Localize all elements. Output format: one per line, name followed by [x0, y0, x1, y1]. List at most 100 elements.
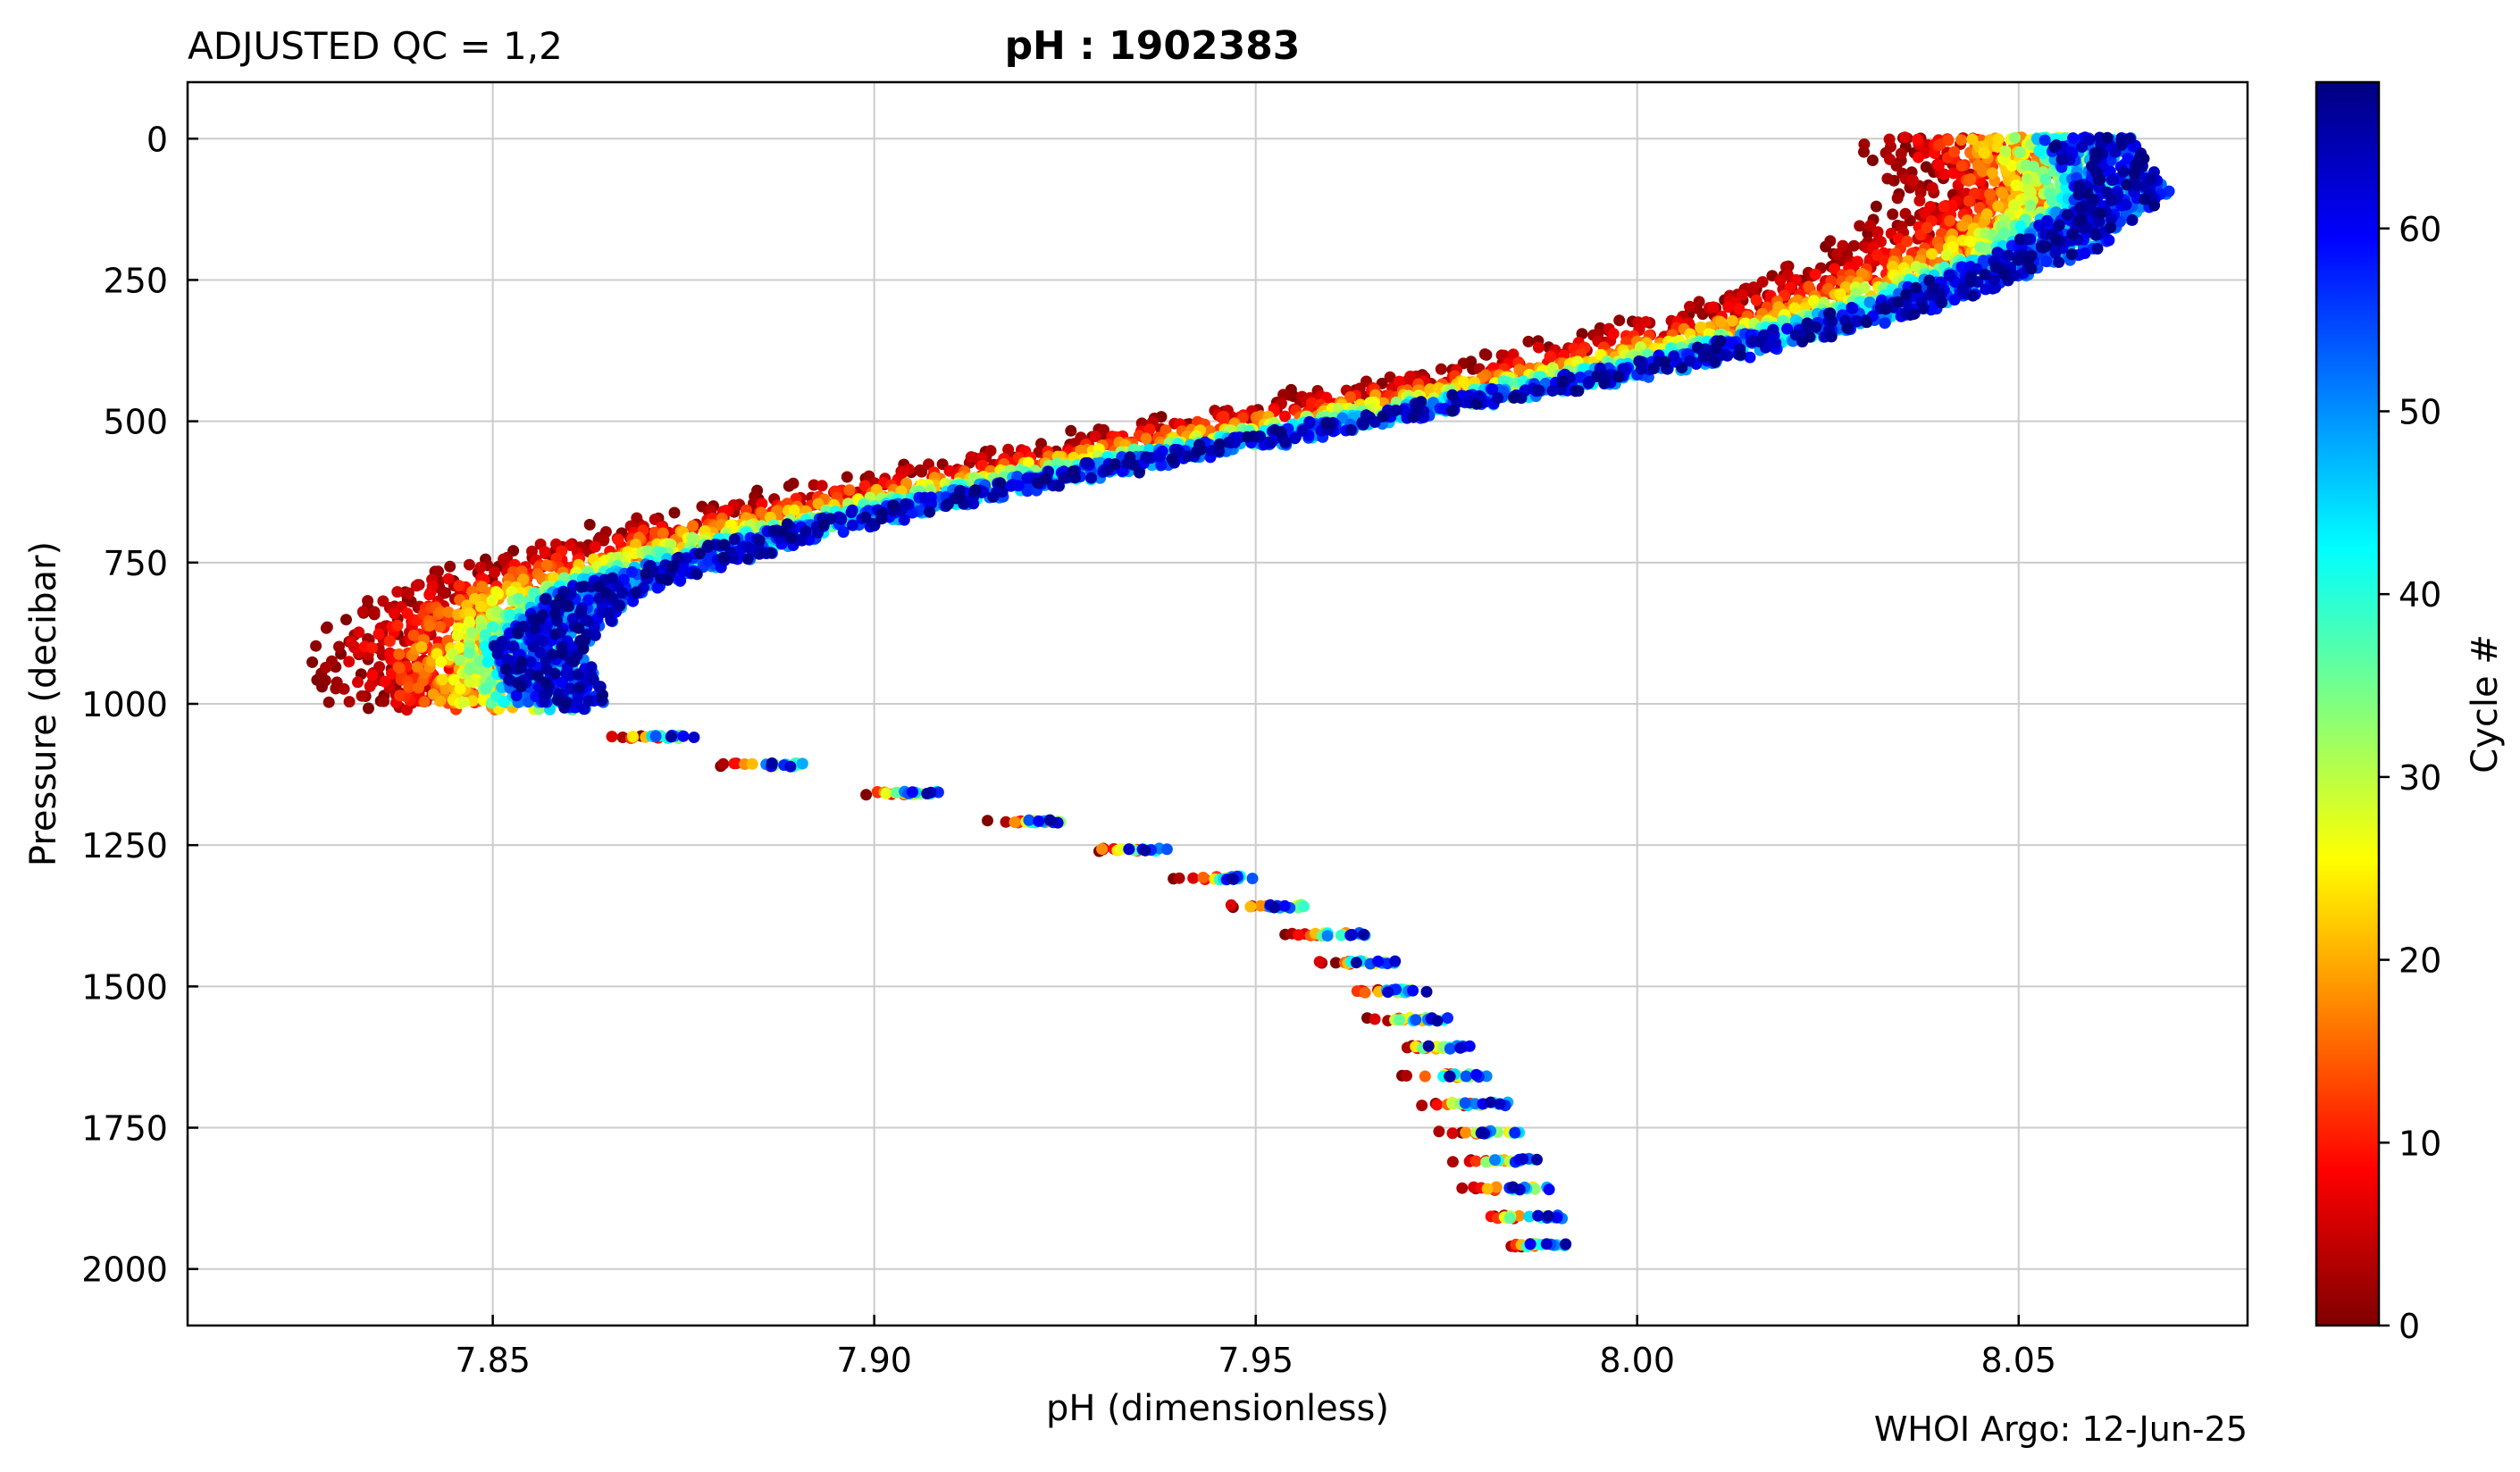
data-point: [843, 484, 856, 497]
data-point: [612, 533, 624, 546]
data-point: [965, 451, 977, 464]
data-point: [2021, 172, 2033, 185]
data-point: [434, 695, 447, 707]
scatter-points: [306, 131, 2175, 1253]
data-point: [407, 629, 420, 641]
data-point: [1545, 350, 1557, 363]
data-point: [1837, 239, 1849, 252]
data-point: [1891, 192, 1904, 205]
data-point: [1996, 187, 2008, 199]
data-point: [373, 628, 385, 640]
data-point: [1875, 236, 1887, 248]
data-point: [1870, 200, 1882, 213]
data-point: [486, 594, 498, 606]
data-point: [1895, 147, 1907, 160]
data-point: [1899, 207, 1912, 220]
data-point: [1329, 957, 1342, 969]
data-point: [411, 661, 423, 673]
data-point: [1187, 872, 1200, 884]
data-point: [463, 647, 475, 659]
data-point: [1747, 281, 1760, 294]
data-point: [1947, 167, 1960, 180]
data-point: [1469, 1155, 1482, 1167]
data-point: [436, 673, 448, 686]
data-point: [1788, 302, 1801, 314]
data-point: [1404, 370, 1417, 382]
data-point: [787, 477, 800, 489]
data-point: [564, 539, 576, 551]
data-point: [982, 815, 993, 827]
data-point: [353, 626, 365, 639]
data-point: [368, 606, 381, 618]
data-point: [457, 696, 470, 708]
data-point: [1750, 294, 1762, 306]
data-point: [626, 731, 639, 742]
data-point: [451, 629, 464, 641]
data-point: [2009, 131, 2022, 144]
data-point: [1919, 207, 1931, 220]
data-point: [1884, 153, 1896, 165]
data-point: [1344, 391, 1356, 404]
data-point: [402, 587, 414, 599]
data-point: [1938, 200, 1950, 213]
data-point: [320, 622, 332, 634]
data-point: [1756, 276, 1769, 289]
data-point: [513, 592, 524, 605]
data-point: [423, 620, 436, 632]
data-point: [1966, 133, 1979, 146]
data-point: [340, 614, 352, 626]
data-point: [1394, 375, 1405, 388]
data-point: [362, 595, 374, 607]
data-point: [1321, 930, 1334, 942]
data-point: [1947, 241, 1959, 254]
data-point: [1803, 280, 1815, 293]
data-point: [1866, 155, 1879, 166]
data-point: [1984, 188, 1997, 200]
data-point: [1977, 165, 1988, 178]
data-point: [352, 676, 364, 689]
data-point: [516, 573, 529, 586]
data-point: [1737, 289, 1748, 301]
data-point: [1926, 181, 1938, 194]
data-point: [649, 514, 661, 525]
data-point: [444, 560, 456, 573]
data-point: [378, 695, 390, 707]
data-point: [1999, 154, 2012, 166]
data-point: [454, 654, 465, 666]
data-point: [668, 506, 681, 519]
data-point: [1369, 1013, 1381, 1025]
data-point: [356, 606, 369, 618]
data-point: [1863, 296, 1876, 308]
data-point: [498, 696, 510, 707]
data-point: [1143, 423, 1156, 436]
data-point: [1173, 872, 1185, 884]
data-point: [841, 471, 853, 483]
data-point: [1489, 1154, 1502, 1167]
data-point: [474, 600, 487, 613]
data-point: [598, 533, 610, 546]
data-point: [401, 704, 413, 716]
data-point: [1481, 1183, 1494, 1195]
data-point: [469, 593, 481, 605]
data-point: [1279, 410, 1291, 422]
data-point: [1978, 146, 1990, 159]
data-point: [2023, 185, 2036, 197]
data-point: [1456, 1182, 1469, 1194]
data-point: [943, 464, 956, 477]
data-point: [391, 619, 404, 631]
data-point: [490, 606, 503, 618]
data-point: [2013, 146, 2026, 158]
grid: [188, 82, 2248, 1326]
data-point: [1607, 328, 1620, 340]
data-point: [1772, 301, 1785, 314]
data-point: [487, 621, 498, 633]
data-point: [1887, 208, 1899, 221]
data-point: [2033, 145, 2046, 157]
data-point: [393, 662, 406, 674]
data-point: [1244, 900, 1257, 913]
data-point: [1847, 239, 1860, 252]
data-point: [1726, 314, 1738, 327]
data-point: [1974, 241, 1987, 254]
data-point: [1115, 843, 1127, 855]
data-point: [1942, 134, 1955, 146]
